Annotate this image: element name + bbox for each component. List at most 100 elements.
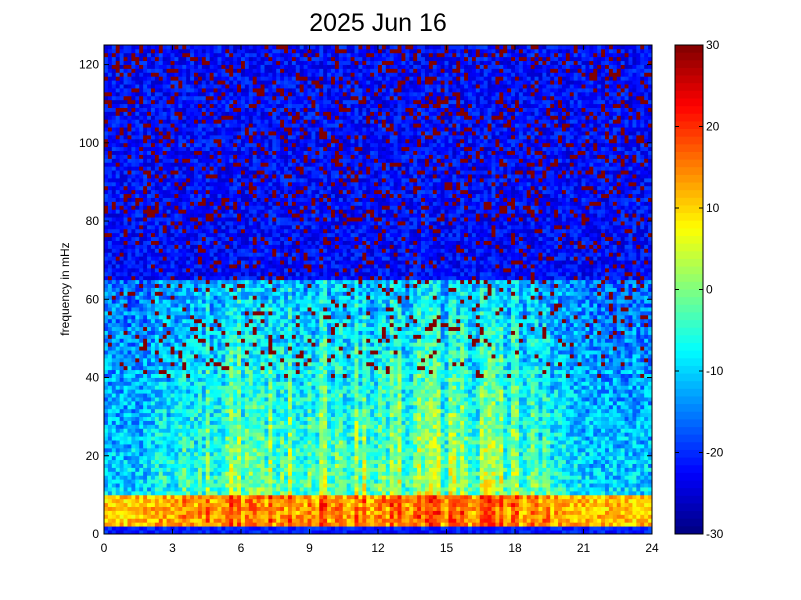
heatmap-cell bbox=[174, 181, 179, 187]
heatmap-cell bbox=[182, 432, 187, 437]
heatmap-cell bbox=[143, 201, 148, 206]
heatmap-cell bbox=[174, 404, 179, 410]
heatmap-cell bbox=[217, 330, 222, 335]
heatmap-cell bbox=[248, 115, 254, 120]
heatmap-cell bbox=[166, 385, 171, 390]
heatmap-cell bbox=[139, 287, 144, 292]
heatmap-cell bbox=[162, 48, 168, 54]
heatmap-cell bbox=[190, 111, 195, 116]
heatmap-cell bbox=[237, 99, 242, 105]
heatmap-cell bbox=[150, 193, 156, 198]
heatmap-cell bbox=[107, 244, 113, 249]
heatmap-cell bbox=[111, 60, 117, 65]
heatmap-cell bbox=[150, 228, 156, 234]
heatmap-cell bbox=[107, 424, 113, 429]
heatmap-cell bbox=[252, 408, 258, 414]
heatmap-cell bbox=[131, 224, 136, 230]
heatmap-cell bbox=[154, 52, 160, 58]
heatmap-cell bbox=[119, 267, 124, 273]
heatmap-cell bbox=[150, 369, 156, 375]
heatmap-cell bbox=[237, 338, 242, 343]
heatmap-cell bbox=[115, 373, 121, 378]
heatmap-cell bbox=[241, 397, 246, 402]
heatmap-cell bbox=[147, 311, 152, 316]
heatmap-cell bbox=[225, 260, 230, 265]
heatmap-cell bbox=[244, 131, 250, 136]
heatmap-cell bbox=[248, 88, 254, 93]
heatmap-cell bbox=[209, 311, 214, 316]
heatmap-cell bbox=[186, 209, 191, 214]
heatmap-cell bbox=[213, 217, 218, 222]
heatmap-cell bbox=[182, 119, 187, 124]
heatmap-cell bbox=[209, 334, 214, 339]
heatmap-cell bbox=[182, 166, 187, 171]
heatmap-cell bbox=[178, 224, 183, 230]
heatmap-cell bbox=[213, 416, 218, 421]
heatmap-cell bbox=[111, 150, 117, 155]
heatmap-cell bbox=[237, 217, 242, 222]
heatmap-cell bbox=[197, 318, 203, 324]
heatmap-cell bbox=[221, 201, 226, 206]
heatmap-cell bbox=[174, 369, 179, 375]
heatmap-cell bbox=[256, 475, 261, 480]
heatmap-cell bbox=[209, 99, 214, 105]
heatmap-cell bbox=[123, 166, 128, 171]
heatmap-cell bbox=[107, 436, 113, 441]
heatmap-cell bbox=[143, 131, 148, 136]
heatmap-cell bbox=[162, 142, 168, 148]
heatmap-cell bbox=[170, 373, 175, 378]
heatmap-cell bbox=[197, 350, 203, 355]
heatmap-cell bbox=[150, 80, 156, 85]
heatmap-cell bbox=[154, 444, 160, 449]
heatmap-cell bbox=[170, 526, 175, 531]
heatmap-cell bbox=[143, 436, 148, 441]
heatmap-cell bbox=[209, 471, 214, 476]
heatmap-cell bbox=[225, 369, 230, 375]
heatmap-cell bbox=[111, 436, 117, 441]
heatmap-cell bbox=[186, 150, 191, 155]
heatmap-cell bbox=[244, 189, 250, 195]
heatmap-cell bbox=[182, 494, 187, 500]
heatmap-cell bbox=[229, 138, 234, 144]
heatmap-cell bbox=[237, 451, 242, 457]
heatmap-cell bbox=[186, 428, 191, 433]
heatmap-cell bbox=[158, 295, 164, 300]
heatmap-cell bbox=[143, 72, 148, 77]
heatmap-cell bbox=[158, 404, 164, 410]
heatmap-cell bbox=[197, 228, 203, 234]
heatmap-cell bbox=[241, 60, 246, 65]
heatmap-cell bbox=[237, 506, 242, 511]
heatmap-cell bbox=[217, 45, 222, 50]
heatmap-cell bbox=[252, 256, 258, 261]
heatmap-cell bbox=[131, 150, 136, 155]
heatmap-cell bbox=[115, 162, 121, 167]
heatmap-cell bbox=[123, 154, 128, 159]
heatmap-cell bbox=[104, 119, 109, 124]
heatmap-cell bbox=[237, 444, 242, 449]
heatmap-cell bbox=[104, 56, 109, 62]
heatmap-cell bbox=[115, 138, 121, 144]
heatmap-cell bbox=[127, 514, 132, 519]
heatmap-cell bbox=[256, 424, 261, 429]
heatmap-cell bbox=[131, 322, 136, 328]
heatmap-cell bbox=[154, 377, 160, 382]
heatmap-cell bbox=[158, 498, 164, 504]
heatmap-cell bbox=[178, 252, 183, 257]
heatmap-cell bbox=[147, 64, 152, 69]
heatmap-cell bbox=[186, 224, 191, 230]
heatmap-cell bbox=[150, 361, 156, 367]
heatmap-cell bbox=[213, 56, 218, 62]
heatmap-cell bbox=[111, 354, 117, 359]
heatmap-cell bbox=[158, 357, 164, 363]
heatmap-cell bbox=[233, 475, 238, 480]
heatmap-cell bbox=[201, 412, 207, 418]
heatmap-cell bbox=[178, 428, 183, 433]
heatmap-cell bbox=[190, 295, 195, 300]
heatmap-cell bbox=[104, 221, 109, 226]
heatmap-cell bbox=[123, 64, 128, 69]
heatmap-cell bbox=[252, 354, 258, 359]
heatmap-cell bbox=[190, 346, 195, 351]
heatmap-cell bbox=[190, 318, 195, 324]
heatmap-cell bbox=[205, 252, 211, 257]
heatmap-cell bbox=[248, 424, 254, 429]
